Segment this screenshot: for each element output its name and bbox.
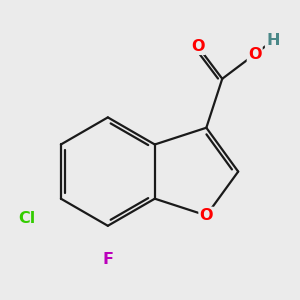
Text: O: O — [200, 208, 213, 223]
Text: Cl: Cl — [19, 211, 36, 226]
Text: F: F — [102, 252, 113, 267]
Text: O: O — [191, 39, 205, 54]
Text: H: H — [266, 33, 280, 48]
Text: O: O — [248, 47, 262, 62]
